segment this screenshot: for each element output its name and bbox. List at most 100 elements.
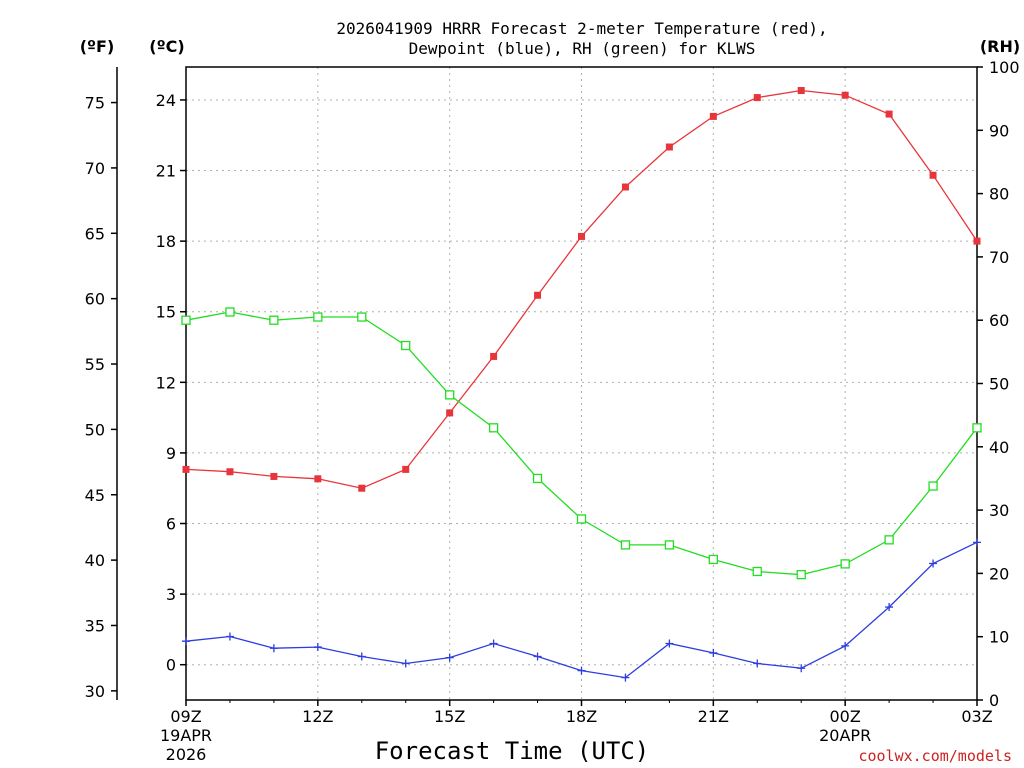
rh-point [796,570,806,580]
x-tick-label: 15Z [434,707,465,726]
rh-point [445,390,455,400]
celsius-tick-label: 15 [156,303,176,322]
celsius-tick-label: 6 [166,515,176,534]
dewpoint-point [621,673,630,682]
2-meter-temperature-point [270,472,278,480]
rh-point [972,423,982,433]
rh-point [884,535,894,545]
rh-point [488,423,499,433]
x-tick-label: 18Z [566,707,597,726]
dewpoint-point [753,659,762,668]
celsius-unit-label: (ºC) [149,37,184,56]
dewpoint-point [313,643,322,652]
rh-point [928,481,938,491]
grid-lines [186,67,977,700]
dewpoint-point [577,666,586,675]
fahrenheit-tick-label: 35 [85,616,105,635]
celsius-tick-label: 12 [156,373,176,392]
x-tick-label: 21Z [698,707,729,726]
2-meter-temperature-point [534,291,542,299]
fahrenheit-tick-label: 65 [85,224,105,243]
celsius-tick-label: 18 [156,232,176,251]
fahrenheit-tick-label: 40 [85,551,105,570]
credit-link[interactable]: coolwx.com/models [858,747,1012,765]
dewpoint-point [797,664,806,673]
rh-point [269,315,279,325]
dewpoint-point [489,639,498,648]
fahrenheit-tick-label: 45 [85,486,105,505]
2-meter-temperature-point [709,112,717,120]
dewpoint-point [269,644,278,653]
celsius-tick-label: 24 [156,91,176,110]
fahrenheit-tick-label: 55 [85,355,105,374]
dewpoint-line [185,541,978,679]
2-meter-temperature-point [358,484,366,492]
x-date-label: 19APR [160,726,212,745]
2-meter-temperature-point [753,94,761,102]
x-date-label: 2026 [166,745,207,764]
dewpoint-point [357,652,366,661]
rh-tick-label: 30 [989,501,1009,520]
rh-point [840,559,850,569]
rh-point [181,315,191,325]
rh-point [752,566,762,577]
rh-point [357,312,367,322]
rh-tick-label: 50 [989,375,1009,394]
dewpoint-point [973,538,981,547]
dewpoint-point [841,641,850,650]
x-date-label: 20APR [819,726,871,745]
2-meter-temperature-point [665,143,673,151]
2-meter-temperature-point [490,352,498,360]
2-meter-temperature-point [885,110,893,118]
2-meter-temperature-point [578,232,585,240]
fahrenheit-tick-label: 75 [85,94,105,113]
rh-tick-label: 80 [989,185,1009,204]
2-meter-temperature-point [314,475,322,483]
dewpoint-point [225,632,234,641]
rh-point [313,312,323,322]
dewpoint-point [665,639,674,648]
2-meter-temperature-point [446,409,454,417]
data-series [181,87,982,682]
dewpoint-point [709,648,718,657]
2-meter-temperature-point [621,183,629,191]
fahrenheit-tick-label: 30 [85,682,105,701]
dewpoint-point [182,637,190,646]
fahrenheit-tick-label: 70 [85,159,105,178]
rh-point [576,514,587,524]
fahrenheit-tick-label: 50 [85,420,105,439]
rh-tick-label: 20 [989,564,1009,583]
x-tick-label: 00Z [830,707,861,726]
dewpoint-point [445,653,454,662]
dewpoint-point [929,559,938,568]
plot-frame [185,66,978,701]
rh-point [532,473,543,484]
rh-point [620,540,631,550]
rh-point [401,340,411,351]
fahrenheit-unit-label: (ºF) [80,37,115,56]
celsius-tick-label: 3 [166,585,176,604]
chart-title-line-2: Dewpoint (blue), RH (green) for KLWS [409,39,756,58]
dewpoint-point [885,603,894,612]
fahrenheit-tick-label: 60 [85,290,105,309]
2-meter-temperature-point [182,465,190,473]
dewpoint-point [401,659,410,668]
2-meter-temperature-point [797,87,805,95]
celsius-tick-label: 0 [166,656,176,675]
2-meter-temperature-point [929,171,937,179]
2-meter-temperature-point [226,468,234,476]
x-tick-label: 09Z [170,707,201,726]
rh-tick-label: 10 [989,628,1009,647]
dewpoint-point [533,652,542,661]
chart-title-line-1: 2026041909 HRRR Forecast 2-meter Tempera… [336,19,827,38]
rh-point [225,307,235,317]
x-tick-label: 03Z [961,707,992,726]
2-meter-temperature-point [402,465,410,473]
x-tick-label: 12Z [302,707,333,726]
celsius-tick-label: 9 [166,444,176,463]
rh-point [664,540,675,550]
x-axis-label: Forecast Time (UTC) [375,737,650,765]
2-meter-temperature-point [973,237,981,245]
